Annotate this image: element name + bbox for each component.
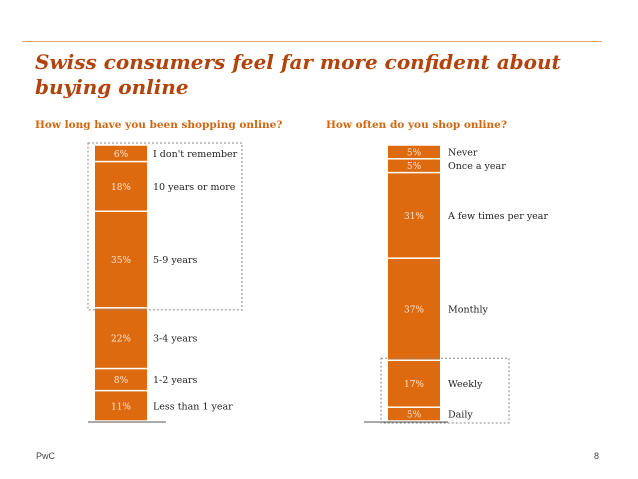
- right-category-label-1: Weekly: [448, 379, 483, 390]
- left-category-label-4: 10 years or more: [153, 182, 236, 193]
- right-category-label-2: Monthly: [448, 305, 489, 316]
- right-category-label-5: Never: [448, 147, 478, 158]
- left-bar-segment-2: [95, 308, 147, 368]
- right-value-label-4: 5%: [407, 162, 422, 172]
- right-value-label-5: 5%: [407, 148, 422, 158]
- left-value-label-0: 11%: [111, 402, 131, 412]
- left-category-label-0: Less than 1 year: [153, 401, 233, 412]
- page-number: 8: [594, 451, 600, 461]
- right-bar-segment-4: [388, 159, 440, 172]
- left-value-label-5: 6%: [114, 150, 129, 160]
- page-title: Swiss consumers feel far more confident …: [35, 50, 561, 99]
- left-bar-segment-1: [95, 369, 147, 390]
- right-bar-segment-1: [388, 361, 440, 407]
- footer-brand: PwC: [36, 451, 56, 461]
- right-value-label-3: 31%: [404, 212, 424, 222]
- right-bar-segment-2: [388, 258, 440, 360]
- right-bar-segment-0: [388, 407, 440, 421]
- left-value-label-2: 22%: [111, 335, 131, 345]
- right-category-label-3: A few times per year: [447, 211, 548, 222]
- left-bar-segment-3: [95, 211, 147, 308]
- left-value-label-1: 8%: [114, 376, 129, 386]
- chart-title-left: How long have you been shopping online?: [35, 119, 283, 131]
- left-bar-segment-5: [95, 145, 147, 161]
- right-value-label-2: 37%: [404, 306, 424, 316]
- left-category-label-1: 1-2 years: [153, 375, 198, 386]
- left-category-label-2: 3-4 years: [153, 334, 198, 345]
- left-category-label-3: 5-9 years: [153, 255, 198, 266]
- right-bar-segment-3: [388, 173, 440, 258]
- left-highlight-box: [87, 142, 243, 311]
- left-value-label-3: 35%: [111, 256, 131, 266]
- left-category-label-5: I don't remember: [153, 149, 238, 160]
- chart-title-right: How often do you shop online?: [326, 119, 507, 131]
- right-value-label-0: 5%: [407, 411, 422, 421]
- left-bar-segment-0: [95, 391, 147, 421]
- right-category-label-0: Daily: [448, 410, 473, 421]
- right-category-label-4: Once a year: [448, 161, 506, 172]
- right-bar-segment-5: [388, 145, 440, 159]
- left-value-label-4: 18%: [111, 183, 131, 193]
- left-bar-segment-4: [95, 162, 147, 211]
- top-rule: [22, 41, 602, 42]
- right-value-label-1: 17%: [404, 380, 424, 390]
- right-highlight-box: [380, 357, 510, 424]
